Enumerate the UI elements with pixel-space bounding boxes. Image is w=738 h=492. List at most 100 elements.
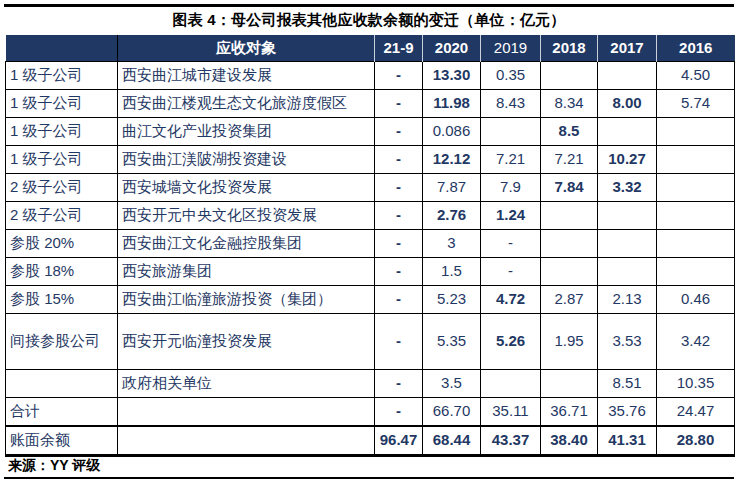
entity-name-cell: 西安城墙文化投资发展 xyxy=(118,174,375,202)
value-cell: 3.42 xyxy=(657,314,735,370)
table-row: 参股 15%西安曲江临潼旅游投资（集团）-5.234.722.872.130.4… xyxy=(6,286,735,314)
value-cell xyxy=(657,202,735,230)
value-cell: 96.47 xyxy=(375,426,423,456)
value-cell xyxy=(481,370,541,398)
value-cell: 43.37 xyxy=(481,426,541,456)
table-row: 1 级子公司西安曲江城市建设发展-13.300.354.50 xyxy=(6,62,735,90)
entity-name-cell: 西安曲江文化金融控股集团 xyxy=(118,230,375,258)
value-cell xyxy=(657,230,735,258)
value-cell: 0.46 xyxy=(657,286,735,314)
value-cell: 5.35 xyxy=(423,314,481,370)
column-header: 2019 xyxy=(481,35,541,62)
value-cell xyxy=(598,118,657,146)
category-cell: 账面余额 xyxy=(6,426,118,456)
value-cell xyxy=(541,62,598,90)
value-cell: - xyxy=(375,286,423,314)
header-row: 应收对象21-920202019201820172016 xyxy=(6,35,735,62)
value-cell: - xyxy=(375,118,423,146)
value-cell: - xyxy=(375,258,423,286)
value-cell: 11.98 xyxy=(423,90,481,118)
source-note: 来源：YY 评级 xyxy=(8,457,100,475)
value-cell: 4.72 xyxy=(481,286,541,314)
value-cell: 66.70 xyxy=(423,398,481,427)
value-cell: 68.44 xyxy=(423,426,481,456)
category-cell: 2 级子公司 xyxy=(6,202,118,230)
value-cell: - xyxy=(375,146,423,174)
value-cell xyxy=(657,174,735,202)
entity-name-cell: 西安曲江临潼旅游投资（集团） xyxy=(118,286,375,314)
entity-name-cell: 政府相关单位 xyxy=(118,370,375,398)
value-cell: - xyxy=(481,258,541,286)
value-cell: 3.53 xyxy=(598,314,657,370)
value-cell: 12.12 xyxy=(423,146,481,174)
entity-name-cell: 西安旅游集团 xyxy=(118,258,375,286)
category-cell xyxy=(6,370,118,398)
column-header: 应收对象 xyxy=(118,35,375,62)
entity-name-cell: 西安曲江城市建设发展 xyxy=(118,62,375,90)
value-cell: 7.9 xyxy=(481,174,541,202)
value-cell: 8.5 xyxy=(541,118,598,146)
receivables-table: 应收对象21-920202019201820172016 1 级子公司西安曲江城… xyxy=(5,35,735,457)
value-cell: - xyxy=(375,314,423,370)
category-cell: 2 级子公司 xyxy=(6,174,118,202)
report-page: 图表 4：母公司报表其他应收款余额的变迁（单位：亿元） 应收对象21-92020… xyxy=(0,0,738,492)
value-cell: 35.76 xyxy=(598,398,657,427)
value-cell: 7.21 xyxy=(541,146,598,174)
table-row: 1 级子公司西安曲江楼观生态文化旅游度假区-11.988.438.348.005… xyxy=(6,90,735,118)
table-row: 账面余额96.4768.4443.3738.4041.3128.80 xyxy=(6,426,735,456)
column-header xyxy=(6,35,118,62)
value-cell: 7.84 xyxy=(541,174,598,202)
value-cell: 8.51 xyxy=(598,370,657,398)
value-cell: - xyxy=(375,398,423,427)
value-cell: - xyxy=(375,202,423,230)
value-cell: 5.26 xyxy=(481,314,541,370)
value-cell xyxy=(541,202,598,230)
column-header: 2018 xyxy=(541,35,598,62)
category-cell: 参股 15% xyxy=(6,286,118,314)
value-cell: - xyxy=(375,62,423,90)
value-cell: 3.5 xyxy=(423,370,481,398)
value-cell: 10.35 xyxy=(657,370,735,398)
value-cell xyxy=(541,370,598,398)
category-cell: 参股 20% xyxy=(6,230,118,258)
value-cell: 7.87 xyxy=(423,174,481,202)
table-row: 参股 20%西安曲江文化金融控股集团-3- xyxy=(6,230,735,258)
value-cell xyxy=(481,118,541,146)
value-cell: 2.76 xyxy=(423,202,481,230)
value-cell: 36.71 xyxy=(541,398,598,427)
value-cell: 4.50 xyxy=(657,62,735,90)
category-cell: 合计 xyxy=(6,398,118,427)
table-row: 1 级子公司曲江文化产业投资集团-0.0868.5 xyxy=(6,118,735,146)
entity-name-cell: 西安开元中央文化区投资发展 xyxy=(118,202,375,230)
entity-name-cell: 西安曲江楼观生态文化旅游度假区 xyxy=(118,90,375,118)
value-cell: 2.13 xyxy=(598,286,657,314)
value-cell xyxy=(657,146,735,174)
value-cell: 5.74 xyxy=(657,90,735,118)
value-cell xyxy=(657,258,735,286)
value-cell: - xyxy=(375,370,423,398)
value-cell: 2.87 xyxy=(541,286,598,314)
column-header: 21-9 xyxy=(375,35,423,62)
value-cell xyxy=(598,202,657,230)
entity-name-cell: 西安开元临潼投资发展 xyxy=(118,314,375,370)
figure-title: 图表 4：母公司报表其他应收款余额的变迁（单位：亿元） xyxy=(0,11,738,30)
table-row: 政府相关单位-3.5 8.5110.35 xyxy=(6,370,735,398)
table-row: 间接参股公司西安开元临潼投资发展-5.355.261.953.533.42 xyxy=(6,314,735,370)
table-row: 参股 18%西安旅游集团-1.5- xyxy=(6,258,735,286)
value-cell xyxy=(598,230,657,258)
category-cell: 间接参股公司 xyxy=(6,314,118,370)
value-cell: 1.95 xyxy=(541,314,598,370)
value-cell: 8.43 xyxy=(481,90,541,118)
value-cell xyxy=(541,230,598,258)
value-cell: - xyxy=(481,230,541,258)
value-cell: 24.47 xyxy=(657,398,735,427)
top-rule xyxy=(4,4,734,7)
column-header: 2020 xyxy=(423,35,481,62)
value-cell: 41.31 xyxy=(598,426,657,456)
entity-name-cell: 西安曲江渼陂湖投资建设 xyxy=(118,146,375,174)
value-cell: 13.30 xyxy=(423,62,481,90)
value-cell: 8.34 xyxy=(541,90,598,118)
value-cell: 1.5 xyxy=(423,258,481,286)
entity-name-cell xyxy=(118,426,375,456)
value-cell xyxy=(598,258,657,286)
